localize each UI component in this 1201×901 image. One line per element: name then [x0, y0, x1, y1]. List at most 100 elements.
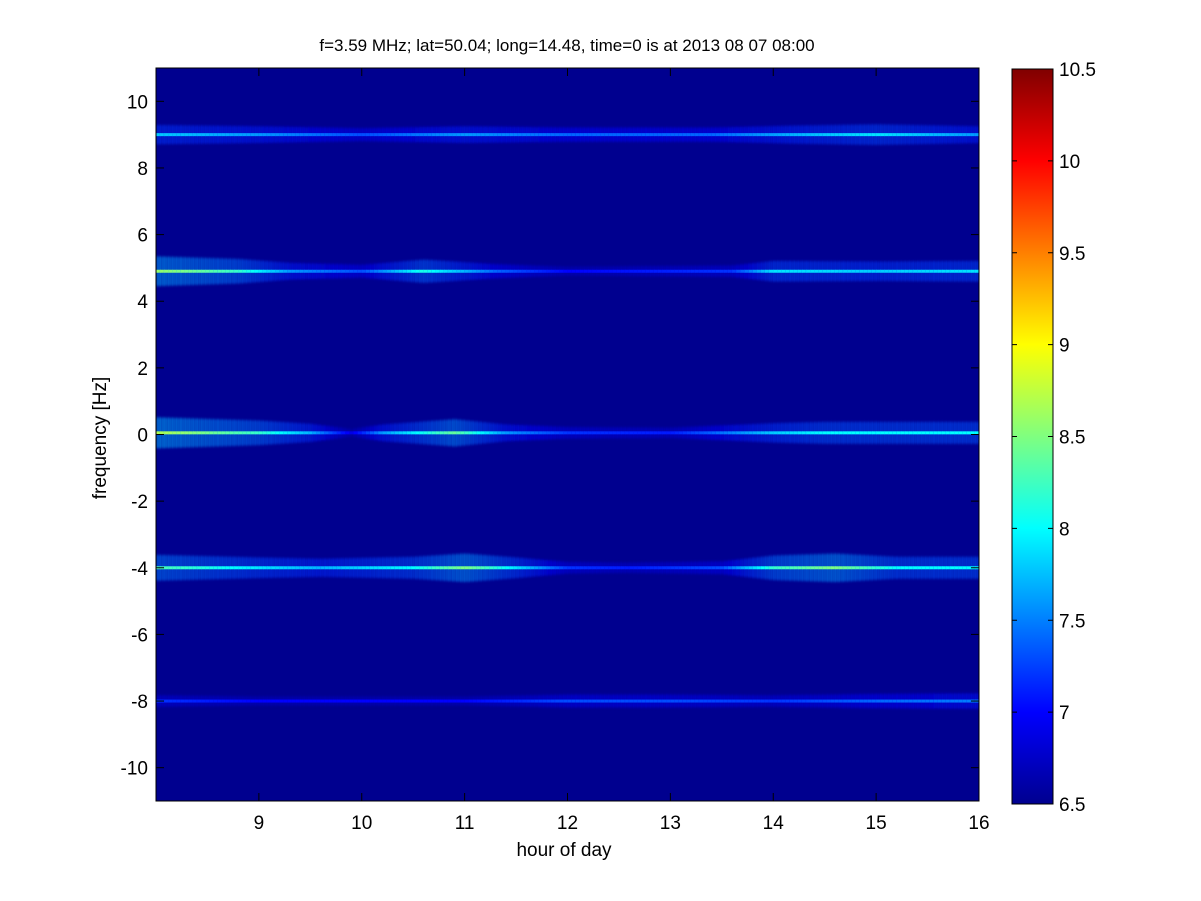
ridge-core — [172, 699, 178, 703]
ridge-core — [933, 566, 939, 570]
ridge-core — [497, 566, 503, 570]
ridge-core — [509, 133, 515, 137]
ridge-core — [925, 269, 931, 273]
ridge-core — [415, 566, 420, 570]
ridge-core — [699, 431, 704, 435]
ridge-core — [826, 699, 832, 703]
ridge-core — [160, 269, 165, 273]
ridge-core — [176, 566, 182, 570]
ridge-halo — [979, 261, 984, 282]
ridge-core — [551, 133, 556, 137]
ridge-core — [744, 269, 750, 273]
x-tick-label: 12 — [557, 813, 578, 834]
ridge-core — [686, 133, 692, 137]
ridge-core — [534, 269, 540, 273]
ridge-core — [670, 566, 676, 570]
ridge-core — [872, 431, 877, 435]
ridge-core — [258, 431, 264, 435]
ridge-core — [168, 133, 174, 137]
ridge-core — [267, 269, 272, 273]
ridge-core — [863, 431, 869, 435]
ridge-core — [575, 566, 581, 570]
ridge-core — [357, 133, 363, 137]
ridge-core — [839, 431, 844, 435]
ridge-core — [394, 431, 400, 435]
ridge-core — [542, 133, 548, 137]
ridge-core — [567, 566, 573, 570]
ridge-core — [378, 431, 383, 435]
ridge-core — [781, 269, 787, 273]
ridge-core — [806, 699, 811, 703]
ridge-core — [254, 431, 260, 435]
ridge-core — [962, 269, 968, 273]
ridge-core — [407, 269, 412, 273]
ridge-core — [357, 269, 363, 273]
ridge-core — [682, 269, 688, 273]
ridge-core — [505, 431, 511, 435]
ridge-core — [876, 699, 881, 703]
ridge-core — [571, 699, 577, 703]
ridge-core — [555, 133, 560, 137]
ridge-core — [464, 431, 470, 435]
ridge-core — [822, 699, 828, 703]
ridge-core — [921, 566, 927, 570]
ridge-core — [374, 133, 379, 137]
ridge-core — [435, 133, 441, 137]
ridge-core — [361, 133, 367, 137]
ridge-core — [921, 133, 927, 137]
ridge-core — [234, 699, 239, 703]
ridge-core — [369, 269, 375, 273]
ridge-core — [567, 699, 573, 703]
ridge-core — [979, 431, 984, 434]
ridge-core — [913, 566, 918, 570]
ridge-core — [188, 566, 194, 570]
ridge-halo — [979, 557, 984, 579]
ridge-core — [563, 269, 569, 273]
ridge-core — [769, 431, 774, 435]
ridge-core — [514, 269, 519, 273]
ridge-core — [168, 699, 174, 703]
ridge-core — [555, 699, 560, 703]
ridge-core — [892, 699, 898, 703]
ridge-core — [423, 699, 429, 703]
ridge-core — [855, 566, 861, 570]
ridge-core — [188, 133, 194, 137]
ridge-core — [411, 269, 416, 273]
ridge-core — [970, 133, 976, 137]
ridge-core — [160, 133, 165, 137]
ridge-core — [369, 431, 375, 435]
ridge-core — [637, 269, 643, 273]
ridge-core — [324, 269, 330, 273]
ridge-core — [600, 699, 606, 703]
ridge-core — [872, 269, 877, 273]
ridge-core — [275, 269, 281, 273]
ridge-core — [909, 133, 914, 137]
ridge-halo — [979, 693, 984, 708]
ridge-core — [658, 431, 663, 435]
ridge-core — [485, 133, 490, 137]
ridge-core — [188, 269, 194, 273]
ridge-core — [666, 431, 671, 435]
ridge-core — [830, 133, 836, 137]
ridge-core — [295, 566, 301, 570]
ridge-core — [649, 699, 655, 703]
ridge-core — [172, 269, 178, 273]
ridge-core — [896, 133, 902, 137]
ridge-core — [822, 269, 828, 273]
ridge-core — [600, 566, 606, 570]
ridge-core — [876, 566, 881, 570]
ridge-core — [917, 566, 922, 570]
ridge-core — [620, 566, 626, 570]
ridge-core — [472, 431, 478, 435]
ridge-core — [501, 133, 507, 137]
ridge-core — [275, 566, 281, 570]
ridge-core — [781, 566, 787, 570]
ridge-core — [464, 133, 470, 137]
ridge-core — [867, 133, 873, 137]
ridge-core — [946, 566, 951, 570]
ridge-core — [246, 431, 252, 435]
ridge-core — [353, 431, 359, 435]
ridge-core — [497, 133, 503, 137]
ridge-core — [435, 431, 441, 435]
ridge-core — [756, 699, 762, 703]
